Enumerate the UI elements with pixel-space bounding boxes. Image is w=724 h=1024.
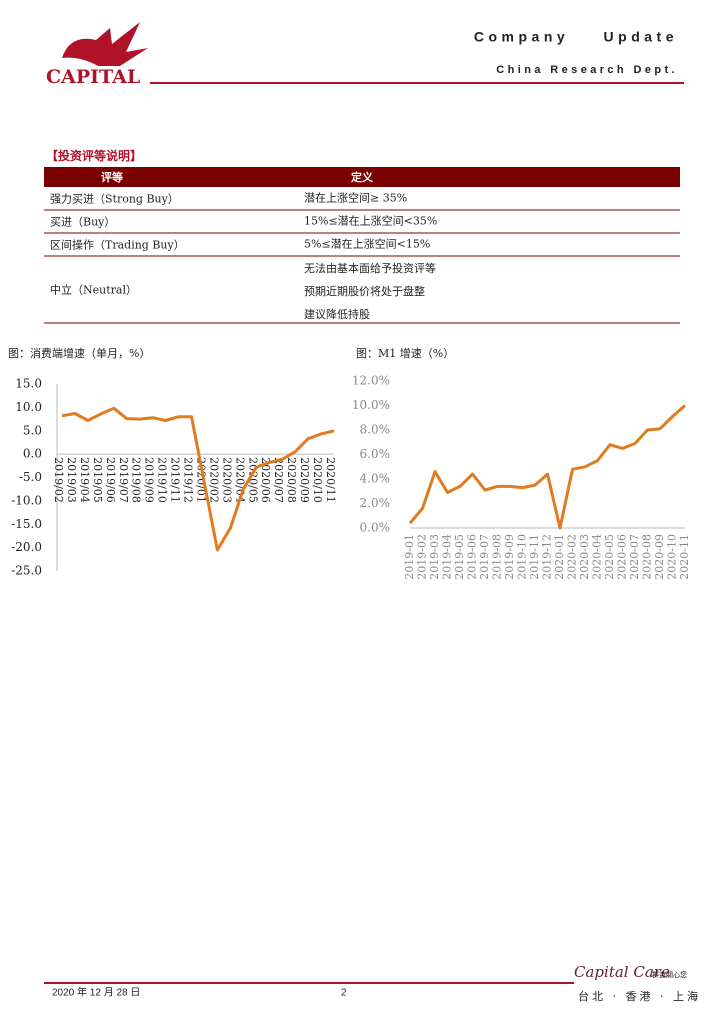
x-tick-label: 2019/04: [78, 457, 91, 503]
x-tick-label: 2020/10: [311, 457, 324, 503]
logo-mark: [62, 22, 148, 66]
y-tick-label: -25.0: [11, 564, 42, 578]
x-tick-label: 2019/08: [130, 457, 143, 503]
x-tick-label: 2019/07: [117, 457, 130, 503]
definition: 15%≤潜在上涨空间<35%: [304, 214, 437, 228]
x-tick-label: 2019/12: [182, 457, 195, 503]
x-tick-label: 2019-09: [503, 534, 516, 580]
y-tick-label: 2.0%: [360, 496, 391, 510]
x-tick-label: 2020-06: [616, 534, 629, 580]
x-tick-label: 2019-03: [428, 534, 441, 580]
y-tick-label: 5.0: [23, 423, 42, 437]
x-tick-label: 2020/02: [207, 457, 220, 503]
x-tick-label: 2019/06: [104, 457, 117, 503]
footer-cities: 台北 · 香港 · 上海: [578, 989, 701, 1003]
x-tick-label: 2019-01: [403, 534, 416, 580]
x-tick-label: 2020/08: [285, 457, 298, 503]
x-tick-label: 2019-04: [441, 534, 454, 580]
footer-brand: Capital Care: [574, 963, 670, 981]
y-tick-label: 8.0%: [360, 423, 391, 437]
x-tick-label: 2020-05: [603, 534, 616, 580]
x-tick-label: 2019/10: [156, 457, 169, 503]
x-tick-label: 2020/03: [220, 457, 233, 503]
rating: 中立（Neutral）: [50, 283, 137, 297]
x-tick-label: 2019-08: [491, 534, 504, 580]
x-tick-label: 2020-02: [566, 534, 579, 580]
x-tick-label: 2019-12: [541, 534, 554, 580]
y-tick-label: 0.0: [23, 447, 42, 461]
chart-title: 图：M1 增速（%）: [356, 346, 454, 360]
header-dept: China Research Dept.: [496, 64, 678, 76]
y-tick-label: -15.0: [11, 517, 42, 531]
x-tick-label: 2020-10: [666, 534, 679, 580]
y-tick-label: 15.0: [15, 377, 42, 391]
y-tick-label: 10.0: [15, 400, 42, 414]
header-rule: [150, 82, 684, 84]
definition: 无法由基本面给予投资评等: [304, 261, 436, 275]
x-tick-label: 2019/09: [143, 457, 156, 503]
x-tick-label: 2020/11: [324, 457, 337, 503]
x-tick-label: 2019/11: [169, 457, 182, 503]
logo-text: CAPITAL: [46, 66, 140, 88]
x-tick-label: 2019-05: [453, 534, 466, 580]
x-tick-label: 2020/07: [272, 457, 285, 503]
y-tick-label: 12.0%: [352, 374, 390, 388]
y-tick-label: 4.0%: [360, 472, 391, 486]
rating: 区间操作（Trading Buy）: [50, 238, 185, 252]
column-header: 评等: [101, 170, 123, 184]
x-tick-label: 2020-04: [591, 534, 604, 580]
table-title: 【投资评等说明】: [46, 148, 142, 163]
definition: 预期近期股价将处于盘整: [304, 284, 425, 298]
x-tick-label: 2019-06: [466, 534, 479, 580]
x-tick-label: 2020-09: [653, 534, 666, 580]
table-header: [44, 167, 680, 187]
definition: 建议降低持股: [304, 307, 370, 321]
x-tick-label: 2020/01: [194, 457, 207, 503]
charts: 图：消费端增速（单月，%） 15.0 10.0 5.0 0.0 -5.0 -10.0 -15.…: [8, 346, 691, 580]
x-tick-label: 2019-11: [528, 534, 541, 580]
x-tick-label: 2019-10: [516, 534, 529, 580]
definition: 潜在上涨空间≥ 35%: [304, 191, 407, 205]
x-tick-label: 2019/03: [65, 457, 78, 503]
y-tick-label: -5.0: [19, 470, 42, 484]
footer-brand-cn: 群益關心您: [652, 970, 687, 979]
y-tick-label: 10.0%: [352, 398, 390, 412]
rating: 强力买进（Strong Buy）: [50, 193, 179, 206]
y-tick-label: 0.0%: [360, 521, 391, 535]
header-title: Company Update: [474, 29, 678, 45]
y-tick-label: -10.0: [11, 493, 42, 507]
data-line: [61, 406, 335, 552]
column-header: 定义: [351, 170, 374, 184]
page-number: 2: [341, 988, 347, 999]
chart-title: 图：消费端增速（单月，%）: [8, 346, 150, 360]
x-tick-label: 2020/09: [298, 457, 311, 503]
footer-rule: [44, 982, 574, 984]
x-tick-label: 2020-08: [641, 534, 654, 580]
x-tick-label: 2020-11: [678, 534, 691, 580]
x-tick-label: 2019/05: [91, 457, 104, 503]
x-tick-label: 2019/02: [52, 457, 65, 503]
definition: 5%≤潜在上涨空间<15%: [304, 237, 430, 251]
x-tick-label: 2020/06: [259, 457, 272, 503]
rating: 买进（Buy）: [50, 216, 115, 229]
x-tick-label: 2020-01: [553, 534, 566, 580]
x-tick-label: 2020-03: [578, 534, 591, 580]
y-tick-label: -20.0: [11, 540, 42, 554]
y-tick-label: 6.0%: [360, 447, 391, 461]
x-tick-label: 2019-02: [416, 534, 429, 580]
x-tick-label: 2020-07: [628, 534, 641, 580]
footer-date: 2020 年 12 月 28 日: [52, 986, 140, 999]
x-tick-label: 2019-07: [478, 534, 491, 580]
data-line: [408, 404, 686, 530]
table-body: 强力买进（Strong Buy） 潜在上涨空间≥ 35% 买进（Buy） 15%≤潜在…: [44, 191, 680, 324]
